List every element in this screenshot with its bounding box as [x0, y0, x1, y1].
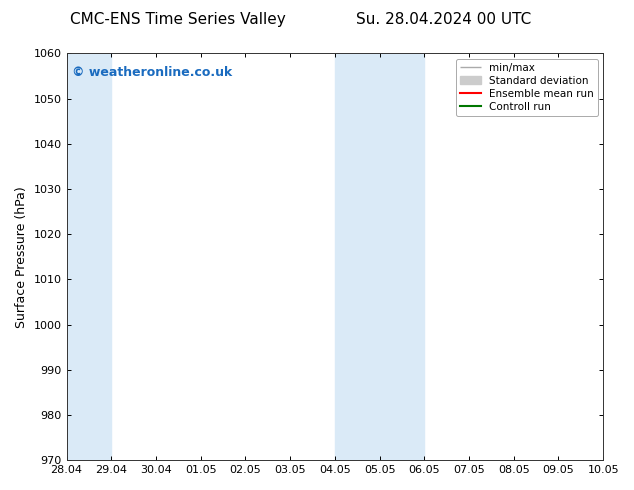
Bar [67, 53, 111, 460]
Legend: min/max, Standard deviation, Ensemble mean run, Controll run: min/max, Standard deviation, Ensemble me… [456, 58, 598, 116]
Text: © weatheronline.co.uk: © weatheronline.co.uk [72, 66, 232, 78]
Text: CMC-ENS Time Series Valley: CMC-ENS Time Series Valley [70, 12, 285, 27]
Bar [380, 53, 424, 460]
Text: Su. 28.04.2024 00 UTC: Su. 28.04.2024 00 UTC [356, 12, 531, 27]
Y-axis label: Surface Pressure (hPa): Surface Pressure (hPa) [15, 186, 28, 328]
Bar [335, 53, 380, 460]
